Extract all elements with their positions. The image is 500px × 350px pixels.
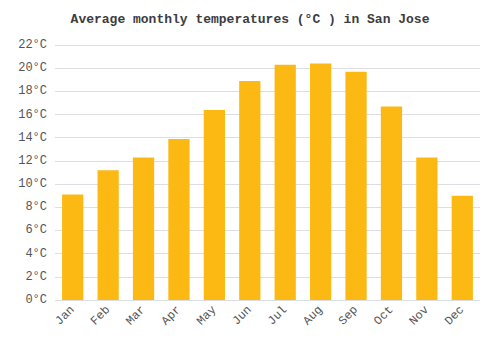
svg-text:20°C: 20°C: [18, 61, 47, 75]
svg-text:Average monthly temperatures (: Average monthly temperatures (°C ) in Sa…: [71, 12, 430, 27]
svg-text:10°C: 10°C: [18, 177, 47, 191]
svg-text:18°C: 18°C: [18, 84, 47, 98]
svg-text:Aug: Aug: [300, 303, 325, 328]
svg-text:14°C: 14°C: [18, 131, 47, 145]
svg-text:12°C: 12°C: [18, 154, 47, 168]
svg-text:Feb: Feb: [88, 303, 113, 328]
svg-text:Nov: Nov: [407, 303, 432, 328]
svg-text:Jun: Jun: [230, 303, 255, 328]
svg-text:8°C: 8°C: [25, 200, 47, 214]
svg-text:Oct: Oct: [371, 303, 396, 328]
svg-text:Apr: Apr: [159, 303, 184, 328]
svg-text:22°C: 22°C: [18, 38, 47, 52]
svg-text:Mar: Mar: [123, 303, 148, 328]
svg-text:Jul: Jul: [265, 303, 290, 328]
svg-text:6°C: 6°C: [25, 223, 47, 237]
svg-text:16°C: 16°C: [18, 108, 47, 122]
svg-text:Sep: Sep: [336, 303, 361, 328]
svg-text:2°C: 2°C: [25, 270, 47, 284]
svg-text:Jan: Jan: [53, 303, 78, 328]
svg-text:0°C: 0°C: [25, 293, 47, 307]
svg-text:May: May: [194, 303, 219, 328]
svg-text:4°C: 4°C: [25, 247, 47, 261]
svg-text:Dec: Dec: [442, 303, 467, 328]
